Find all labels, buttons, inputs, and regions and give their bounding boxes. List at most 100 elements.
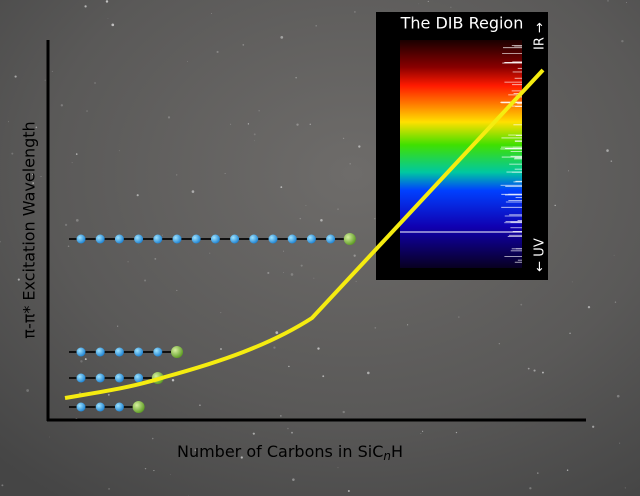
star — [242, 43, 245, 46]
carbon-atom — [95, 373, 105, 383]
star — [144, 279, 147, 282]
star — [427, 0, 429, 2]
star — [342, 137, 345, 140]
star — [616, 394, 620, 398]
silicon-atom — [132, 401, 145, 413]
carbon-atom — [172, 234, 182, 244]
star — [40, 175, 42, 177]
star — [75, 153, 78, 155]
star — [533, 369, 536, 372]
silicon-atom — [343, 233, 356, 245]
star — [191, 190, 195, 193]
y-axis-label: π-π* Excitation Wavelength — [20, 121, 39, 338]
carbon-atom — [76, 234, 86, 244]
star — [14, 75, 17, 78]
star — [170, 474, 172, 475]
star — [75, 218, 79, 222]
star — [607, 0, 609, 2]
carbon-atom — [95, 347, 105, 357]
star — [606, 149, 609, 152]
star — [253, 133, 256, 136]
star — [292, 478, 295, 481]
star — [0, 240, 1, 243]
star — [624, 487, 626, 489]
star — [230, 123, 232, 125]
star — [153, 470, 155, 472]
star — [374, 326, 377, 329]
star — [254, 140, 255, 142]
star — [337, 208, 339, 210]
star — [450, 6, 452, 8]
spectrum-title: The DIB Region — [400, 14, 524, 33]
star — [80, 360, 83, 363]
carbon-atom — [249, 234, 259, 244]
star — [498, 343, 500, 345]
star — [144, 467, 147, 470]
star — [299, 217, 302, 220]
star — [136, 194, 139, 197]
star — [247, 123, 250, 125]
star — [11, 152, 14, 155]
carbon-atom — [114, 234, 124, 244]
star — [194, 449, 197, 452]
star — [151, 437, 154, 440]
star — [32, 182, 34, 184]
star — [613, 254, 615, 256]
star — [337, 467, 339, 469]
carbon-atom — [306, 234, 316, 244]
star — [587, 305, 591, 309]
star — [455, 431, 458, 434]
star — [554, 204, 556, 207]
star — [353, 254, 356, 257]
carbon-atom — [287, 234, 297, 244]
carbon-atom — [114, 373, 124, 383]
x-label-suffix: H — [391, 442, 403, 461]
x-label-subscript: n — [383, 449, 391, 463]
star — [626, 2, 627, 3]
star — [422, 430, 424, 432]
star — [161, 234, 163, 236]
star — [240, 456, 243, 459]
star — [117, 325, 119, 327]
star — [273, 346, 276, 349]
silicon-atom — [171, 346, 183, 358]
star — [84, 358, 87, 361]
x-axis-label: Number of Carbons in SiCnH — [177, 442, 403, 463]
star — [342, 410, 345, 414]
carbon-atom — [134, 234, 144, 244]
star — [84, 5, 87, 8]
star — [127, 261, 129, 263]
star — [542, 371, 544, 374]
star — [220, 312, 222, 314]
star — [1, 484, 4, 487]
star — [407, 324, 409, 326]
star — [458, 316, 460, 318]
star — [322, 375, 325, 378]
star — [566, 469, 569, 471]
star — [571, 281, 573, 283]
star — [610, 160, 613, 162]
carbon-atom — [76, 347, 86, 357]
star — [418, 3, 420, 5]
star — [537, 472, 539, 474]
star — [315, 25, 317, 27]
star — [216, 50, 219, 54]
star — [275, 331, 279, 334]
star — [614, 301, 617, 303]
star — [199, 404, 201, 407]
star — [290, 273, 294, 276]
carbon-atom — [134, 373, 144, 383]
star — [349, 163, 351, 165]
star — [108, 488, 110, 490]
spectrum — [400, 40, 522, 268]
star — [8, 121, 10, 123]
star — [64, 223, 68, 227]
star — [105, 0, 109, 3]
star — [300, 264, 303, 267]
star — [374, 218, 376, 220]
star — [309, 123, 312, 126]
star — [176, 289, 178, 291]
star — [288, 365, 290, 368]
star — [86, 110, 88, 112]
